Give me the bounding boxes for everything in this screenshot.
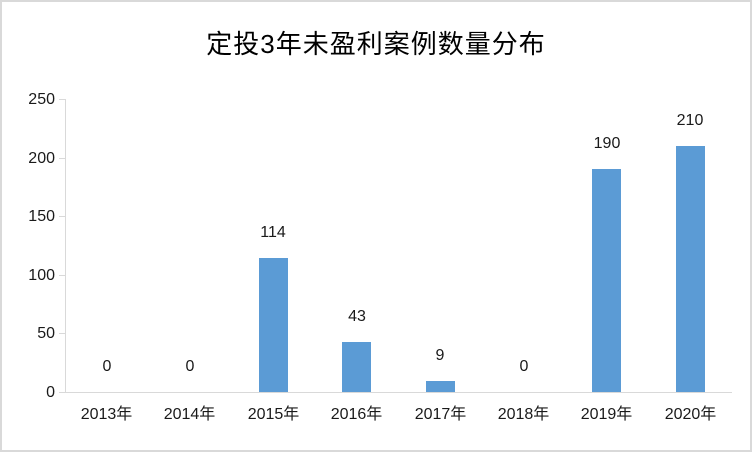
bar-value-label: 190 bbox=[593, 135, 621, 152]
bar-value-label: 9 bbox=[435, 347, 445, 364]
bar-value-label: 0 bbox=[102, 358, 112, 375]
chart-title: 定投3年未盈利案例数量分布 bbox=[206, 29, 546, 59]
x-axis-line bbox=[59, 392, 732, 393]
x-axis-category-label: 2019年 bbox=[580, 406, 633, 423]
bar-value-label: 210 bbox=[676, 112, 704, 129]
y-axis-tick bbox=[59, 333, 65, 334]
bar-value-label: 114 bbox=[260, 224, 286, 241]
x-axis-category-label: 2020年 bbox=[664, 406, 717, 423]
bar-2017年 bbox=[426, 381, 455, 392]
y-axis-tick-label: 100 bbox=[28, 267, 55, 284]
x-axis-category-label: 2015年 bbox=[247, 406, 300, 423]
y-axis-tick bbox=[59, 99, 65, 100]
y-axis-tick bbox=[59, 275, 65, 276]
x-axis-category-label: 2013年 bbox=[80, 406, 133, 423]
y-axis-tick bbox=[59, 216, 65, 217]
y-axis-tick bbox=[59, 158, 65, 159]
x-axis-category-label: 2014年 bbox=[163, 406, 216, 423]
bar-2016年 bbox=[342, 342, 371, 392]
bar-value-label: 43 bbox=[348, 308, 366, 325]
y-axis-tick-label: 150 bbox=[28, 208, 55, 225]
y-axis-tick-label: 200 bbox=[28, 150, 55, 167]
y-axis-line bbox=[65, 99, 66, 392]
y-axis-tick-label: 250 bbox=[28, 91, 55, 108]
y-axis-tick-label: 0 bbox=[46, 384, 55, 401]
bar-2015年 bbox=[259, 258, 288, 392]
x-axis-category-label: 2016年 bbox=[330, 406, 383, 423]
x-axis-category-label: 2017年 bbox=[414, 406, 467, 423]
bar-value-label: 0 bbox=[185, 358, 195, 375]
y-axis-tick-label: 50 bbox=[37, 325, 55, 342]
bar-2019年 bbox=[592, 169, 621, 392]
x-axis-category-label: 2018年 bbox=[497, 406, 550, 423]
bar-value-label: 0 bbox=[519, 358, 529, 375]
bar-2020年 bbox=[676, 146, 705, 392]
